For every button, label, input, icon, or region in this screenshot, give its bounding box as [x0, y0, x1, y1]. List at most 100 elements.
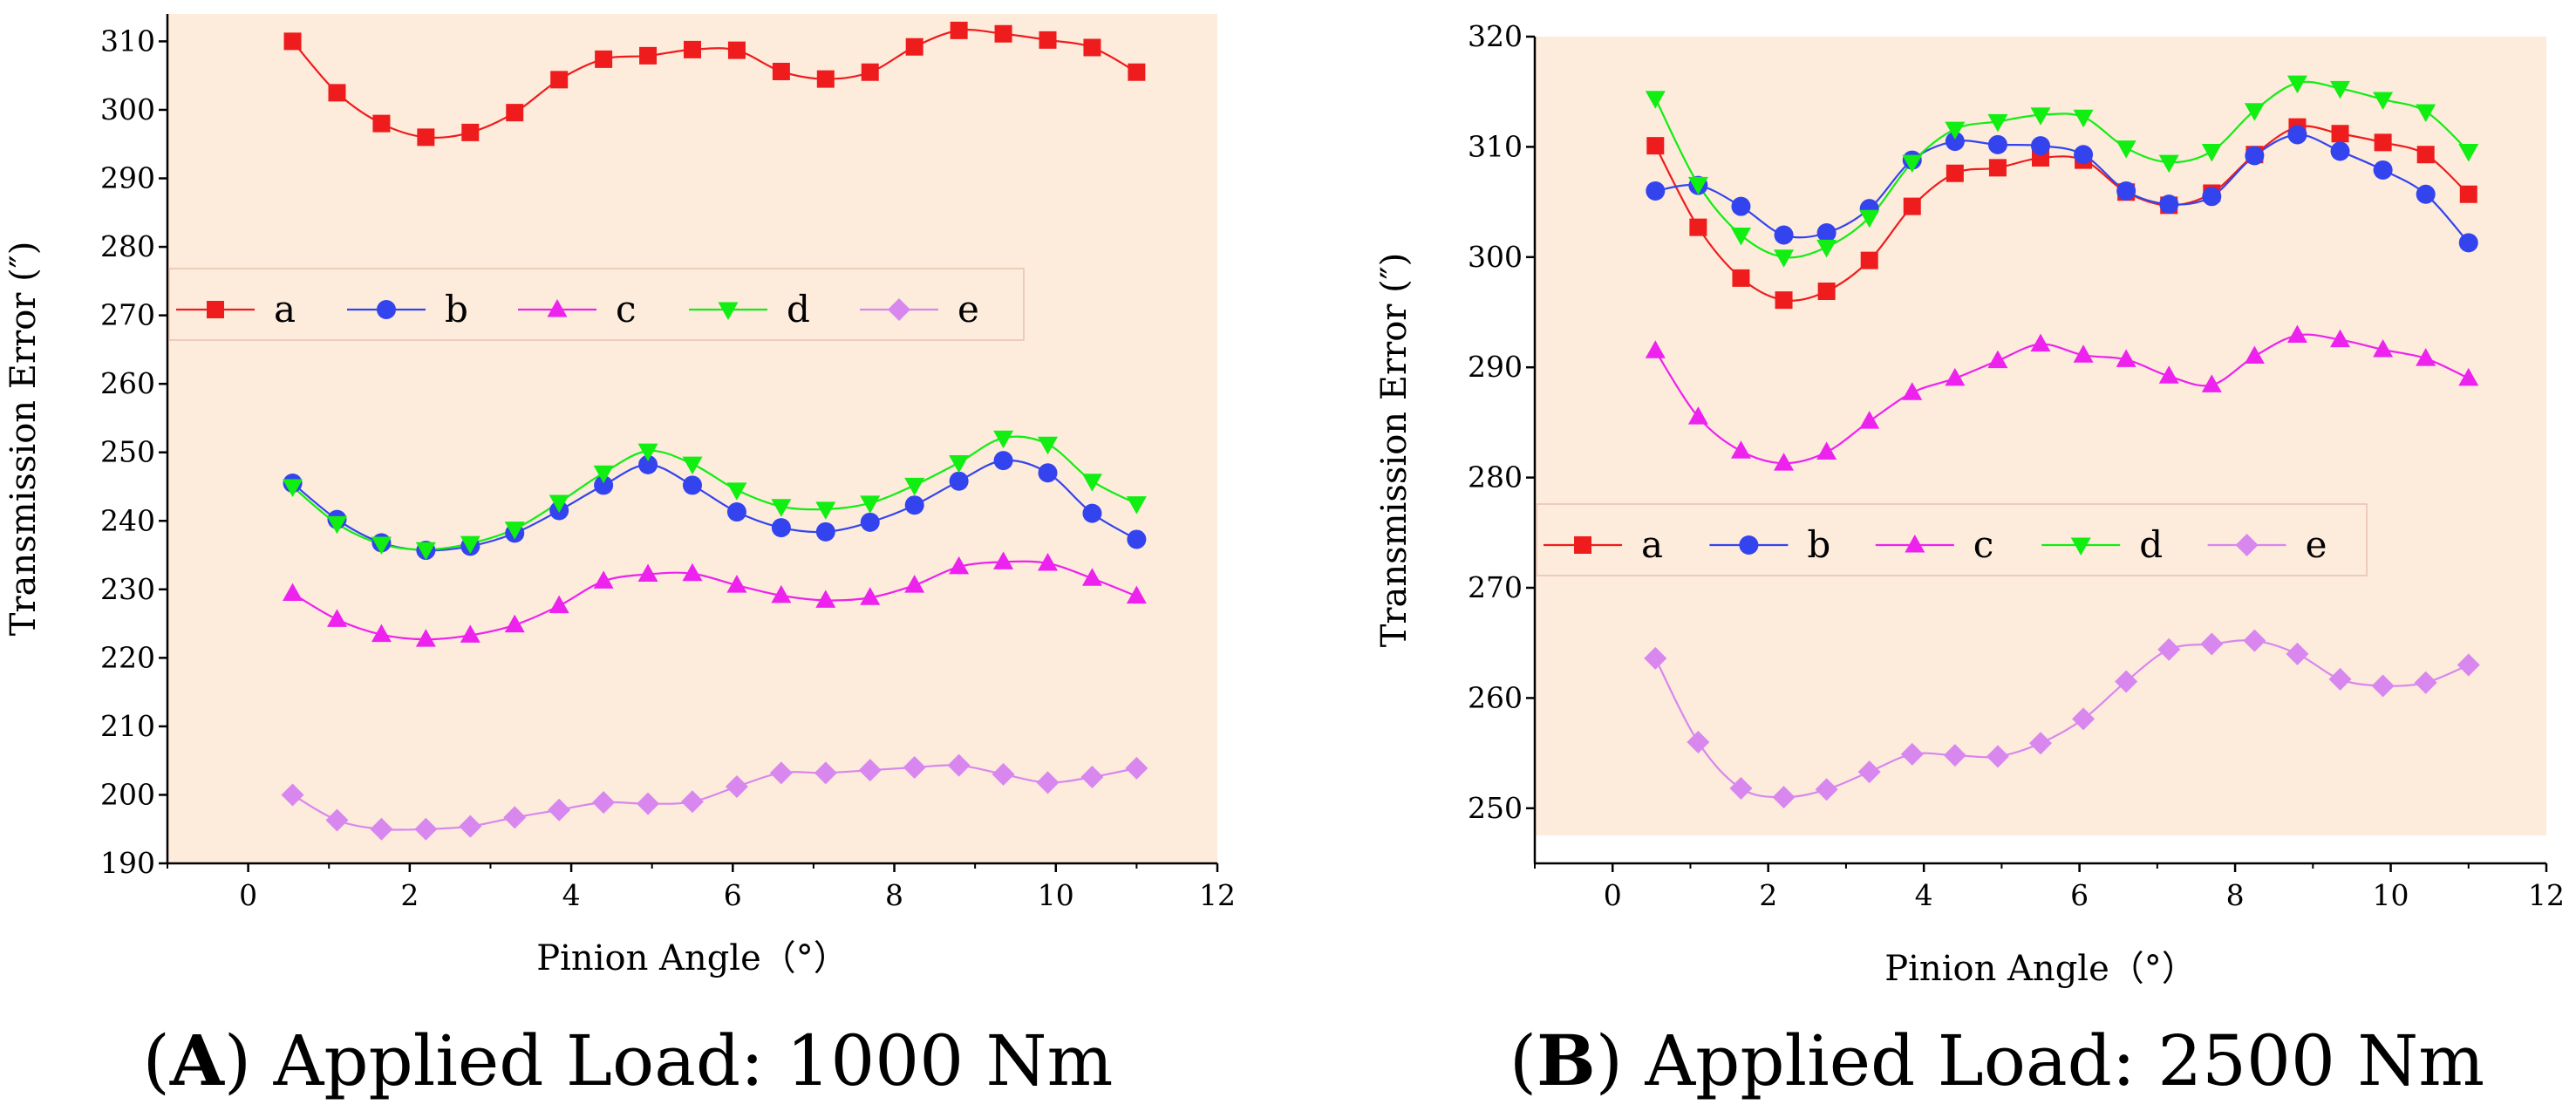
- data-point-c: [637, 563, 658, 583]
- data-point-e: [903, 756, 926, 780]
- data-point-a: [1860, 251, 1878, 269]
- data-point-b: [1038, 463, 1058, 483]
- data-point-d: [637, 443, 658, 462]
- data-point-a: [950, 21, 968, 39]
- data-point-c: [1645, 340, 1666, 358]
- caption-text: Applied Load: 1000 Nm: [273, 1020, 1114, 1101]
- legend-label-b: b: [445, 288, 468, 331]
- data-point-e: [1986, 745, 2009, 768]
- data-point-c: [1038, 552, 1059, 571]
- data-point-a: [1646, 137, 1665, 155]
- data-point-e: [947, 753, 971, 777]
- data-point-c: [2373, 338, 2394, 358]
- data-point-c: [2330, 329, 2351, 348]
- data-point-a: [595, 50, 613, 68]
- data-point-b: [1987, 134, 2007, 154]
- legend-label-e: e: [2306, 523, 2327, 566]
- x-tick-label: 10: [2373, 878, 2409, 912]
- y-tick-label: 310: [1468, 129, 1523, 163]
- data-point-b: [2287, 125, 2307, 145]
- data-point-c: [460, 624, 480, 643]
- data-point-c: [1730, 440, 1751, 459]
- data-point-a: [461, 123, 480, 141]
- legend-marker-d: [2070, 537, 2091, 556]
- y-tick-label: 290: [1468, 350, 1523, 384]
- data-point-e: [281, 783, 304, 807]
- data-point-b: [815, 522, 835, 542]
- data-point-e: [637, 792, 660, 815]
- x-tick-label: 12: [2528, 878, 2565, 912]
- y-axis-title: Transmission Error (″): [1374, 253, 1414, 648]
- data-point-a: [1775, 291, 1793, 310]
- data-point-c: [2416, 348, 2436, 366]
- data-point-d: [860, 495, 881, 514]
- data-point-e: [2200, 632, 2224, 656]
- data-point-d: [1687, 176, 1708, 195]
- panel-caption: (A) Applied Load: 1000 Nm: [143, 1019, 1114, 1101]
- data-point-c: [1987, 350, 2008, 369]
- data-point-b: [2159, 194, 2179, 215]
- x-tick-label: 0: [1604, 878, 1622, 912]
- data-point-c: [1774, 453, 1795, 471]
- data-point-c: [2244, 345, 2265, 365]
- data-point-b: [993, 451, 1013, 471]
- data-point-e: [1815, 778, 1838, 801]
- y-tick-label: 280: [1468, 460, 1523, 494]
- data-point-b: [771, 518, 791, 538]
- data-point-d: [726, 482, 747, 501]
- data-point-d: [1774, 249, 1795, 268]
- data-point-e: [1857, 760, 1881, 784]
- data-point-c: [415, 629, 436, 647]
- data-point-c: [1126, 585, 1147, 604]
- data-point-d: [2330, 80, 2351, 99]
- data-point-c: [682, 562, 703, 582]
- data-point-b: [1127, 529, 1147, 549]
- data-point-e: [1772, 786, 1796, 809]
- data-point-d: [460, 535, 480, 555]
- data-point-e: [414, 817, 438, 841]
- data-point-a: [1988, 159, 2007, 177]
- data-point-d: [2030, 107, 2051, 126]
- data-point-e: [1900, 742, 1924, 766]
- x-axis-title: Pinion Angle（°）: [1884, 949, 2197, 989]
- legend-label-a: a: [274, 288, 296, 331]
- legend-marker-c: [1905, 535, 1925, 553]
- data-point-d: [2116, 140, 2136, 159]
- data-point-e: [2072, 707, 2096, 731]
- data-point-e: [1644, 646, 1667, 670]
- x-tick-label: 6: [2070, 878, 2089, 912]
- data-point-a: [1128, 63, 1146, 81]
- data-point-d: [1987, 113, 2008, 133]
- data-point-b: [860, 512, 880, 532]
- data-point-c: [2201, 374, 2222, 392]
- data-point-d: [283, 479, 303, 497]
- data-point-a: [506, 104, 524, 122]
- data-point-d: [682, 456, 703, 475]
- data-point-d: [2073, 109, 2094, 128]
- x-tick-label: 2: [400, 878, 419, 912]
- data-point-c: [860, 587, 881, 605]
- data-point-c: [326, 609, 347, 627]
- caption-close-paren: ): [224, 1020, 274, 1101]
- y-tick-label: 240: [100, 503, 155, 537]
- data-point-a: [772, 62, 790, 80]
- data-point-b: [2416, 184, 2436, 204]
- data-point-c: [2116, 349, 2136, 367]
- data-point-e: [2328, 667, 2352, 691]
- data-point-c: [815, 590, 836, 608]
- y-tick-label: 270: [1468, 570, 1523, 604]
- y-tick-label: 230: [100, 572, 155, 606]
- data-point-c: [771, 584, 792, 603]
- data-point-d: [1902, 154, 1923, 174]
- legend-label-c: c: [1973, 523, 1994, 566]
- caption-close-paren: ): [1596, 1020, 1646, 1101]
- data-point-e: [2115, 670, 2138, 693]
- data-point-c: [2158, 365, 2179, 384]
- data-point-b: [2458, 233, 2478, 253]
- data-point-a: [2331, 125, 2349, 143]
- data-point-a: [417, 128, 435, 147]
- data-point-d: [815, 501, 836, 520]
- data-point-b: [2245, 146, 2265, 166]
- data-point-b: [1816, 222, 1837, 242]
- data-point-c: [993, 551, 1014, 569]
